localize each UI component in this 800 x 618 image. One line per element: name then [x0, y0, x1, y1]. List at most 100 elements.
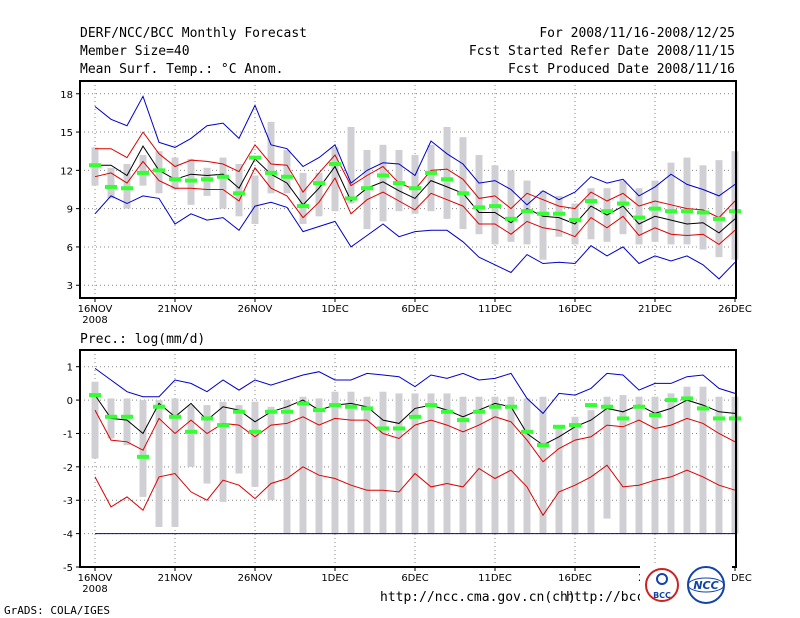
precip-median: [569, 423, 581, 428]
temp-box: [715, 160, 723, 258]
temp-line-min: [94, 195, 736, 280]
temp-median: [265, 170, 277, 175]
precip-median: [409, 414, 421, 419]
precip-box: [251, 401, 259, 487]
precip-box: [283, 400, 291, 534]
temp-line-mean: [95, 145, 736, 234]
precip-line-max: [94, 367, 736, 415]
precip-median: [505, 404, 517, 409]
temp-xtick-label: 16NOV: [78, 304, 113, 315]
temp-median: [137, 170, 149, 175]
temp-box: [427, 144, 435, 212]
temp-median: [457, 191, 469, 196]
precip-median: [681, 396, 693, 401]
precip-box: [475, 396, 483, 534]
precip-median: [265, 409, 277, 414]
temp-median: [697, 210, 709, 215]
bcc-link[interactable]: http://bcc.c: [566, 590, 660, 605]
temp-median: [393, 181, 405, 186]
precip-median: [297, 401, 309, 406]
precip-ytick-label: -2: [63, 463, 73, 474]
precip-median: [281, 409, 293, 414]
temp-median: [329, 161, 341, 166]
grads-credit: GrADS: COLA/IGES: [4, 604, 110, 617]
precip-median: [377, 426, 389, 431]
temp-median: [713, 216, 725, 221]
temp-xtick-label: 26DEC: [718, 304, 752, 315]
precip-box: [187, 405, 195, 467]
precip-median: [345, 404, 357, 409]
precip-box: [123, 398, 131, 446]
chart-title: DERF/NCC/BCC Monthly Forecast: [80, 26, 307, 41]
precip-xtick-year: 2008: [82, 584, 107, 595]
temp-median: [489, 204, 501, 209]
precip-median: [697, 406, 709, 411]
precip-box: [299, 396, 307, 534]
precip-box: [635, 396, 643, 534]
temp-box: [379, 144, 387, 222]
temp-box: [299, 172, 307, 224]
precip-median: [633, 404, 645, 409]
temp-ytick-label: 18: [60, 90, 73, 101]
temp-box: [107, 167, 115, 199]
temp-median: [361, 186, 373, 191]
precip-box: [667, 393, 675, 534]
precip-box: [619, 395, 627, 534]
temp-median: [313, 181, 325, 186]
temp-line-lower: [94, 160, 736, 246]
temp-median: [585, 198, 597, 203]
temp-median: [105, 184, 117, 189]
precip-line-upper: [94, 409, 736, 463]
precip-box: [571, 416, 579, 534]
precip-box: [587, 410, 595, 534]
precip-median: [169, 414, 181, 419]
variable-label: Mean Surf. Temp.: °C Anom.: [80, 62, 284, 77]
temp-median: [409, 186, 421, 191]
temp-box: [267, 121, 275, 194]
temp-box: [587, 188, 595, 240]
precip-median: [649, 413, 661, 418]
precip-median: [137, 454, 149, 459]
temp-ytick-label: 12: [60, 166, 73, 177]
temp-xtick-label: 6DEC: [401, 304, 428, 315]
temp-box: [667, 162, 675, 245]
precip-median: [537, 443, 549, 448]
precip-xtick-label: 6DEC: [401, 573, 428, 584]
precip-box: [267, 406, 275, 501]
temp-box: [331, 147, 339, 212]
precip-median: [313, 408, 325, 413]
temp-box: [315, 172, 323, 217]
temp-median: [297, 204, 309, 209]
temp-median: [553, 211, 565, 216]
precip-ytick-label: 1: [67, 363, 73, 374]
temp-box: [475, 155, 483, 235]
temp-median: [569, 218, 581, 223]
temp-median: [601, 209, 613, 214]
precip-median: [713, 416, 725, 421]
bcc-logo-text: BCC: [653, 591, 671, 600]
temp-line-max: [94, 95, 736, 206]
temp-median: [633, 215, 645, 220]
temp-median: [169, 177, 181, 182]
precip-median: [393, 426, 405, 431]
precip-box: [203, 405, 211, 484]
precip-median: [89, 393, 101, 398]
bcc-ncc-logos: BCC NCC: [645, 566, 725, 604]
temp-frame: [79, 80, 737, 299]
precip-median: [457, 418, 469, 423]
ncc-link[interactable]: http://ncc.cma.gov.cn(ch): [380, 590, 576, 605]
precip-box: [235, 405, 243, 474]
temp-ytick-label: 6: [67, 243, 73, 254]
precip-box: [139, 400, 147, 497]
precip-box: [91, 381, 99, 459]
temp-median: [425, 170, 437, 175]
precip-box: [683, 386, 691, 534]
temp-box: [619, 180, 627, 235]
temp-median: [521, 209, 533, 214]
precip-median: [585, 403, 597, 408]
precip-median: [489, 404, 501, 409]
precip-box: [539, 396, 547, 534]
temp-median: [473, 205, 485, 210]
precip-xtick-label: 21NOV: [158, 573, 193, 584]
precip-median: [601, 404, 613, 409]
